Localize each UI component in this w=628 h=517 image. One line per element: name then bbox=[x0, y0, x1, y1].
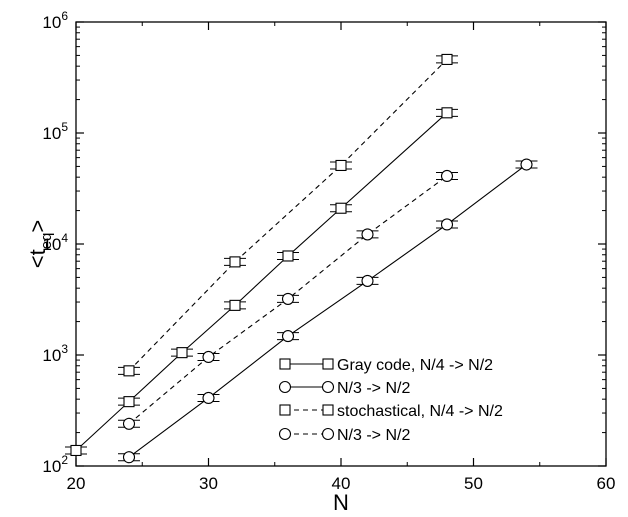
x-tick-label: 60 bbox=[597, 474, 616, 493]
legend-item-n3-dashed: N/3 -> N/2 bbox=[278, 427, 410, 444]
plot-series bbox=[65, 53, 538, 464]
series-0 bbox=[65, 107, 458, 457]
series-line bbox=[128, 59, 448, 372]
data-point bbox=[281, 292, 295, 305]
legend-marker bbox=[279, 358, 291, 370]
y-tick-label: 105 bbox=[42, 120, 68, 143]
series-3 bbox=[118, 169, 458, 430]
y-tick-label-exponent: 3 bbox=[61, 342, 68, 356]
legend-label: N/3 -> N/2 bbox=[337, 427, 410, 444]
y-tick-label: 102 bbox=[42, 453, 68, 476]
legend-item-stochastical: stochastical, N/4 -> N/2 bbox=[279, 403, 503, 420]
y-tick-label: 106 bbox=[42, 9, 68, 32]
y-tick-label-exponent: 4 bbox=[61, 231, 68, 245]
legend: Gray code, N/4 -> N/2 N/3 -> N/2 stochas… bbox=[278, 357, 503, 444]
data-point bbox=[229, 299, 241, 311]
y-axis-title-subscript: eq bbox=[38, 233, 55, 250]
y-axis-title-main: <t bbox=[25, 249, 50, 268]
legend-item-gray-code: Gray code, N/4 -> N/2 bbox=[279, 357, 493, 374]
data-point bbox=[361, 228, 374, 241]
data-point bbox=[176, 347, 188, 359]
legend-marker bbox=[322, 358, 334, 370]
legend-marker bbox=[278, 380, 292, 394]
y-tick-label-base: 10 bbox=[42, 235, 61, 254]
legend-label: Gray code, N/4 -> N/2 bbox=[337, 357, 493, 374]
legend-marker bbox=[279, 404, 291, 416]
data-point bbox=[520, 158, 533, 171]
series-line bbox=[128, 164, 527, 458]
data-point bbox=[440, 169, 454, 183]
data-point bbox=[123, 365, 135, 377]
data-point bbox=[123, 396, 135, 408]
data-point bbox=[229, 256, 241, 268]
x-tick-label: 50 bbox=[464, 474, 483, 493]
data-point bbox=[202, 391, 215, 405]
y-tick-label: 104 bbox=[42, 231, 68, 254]
y-tick-label-base: 10 bbox=[42, 13, 61, 32]
x-tick-label: 20 bbox=[67, 474, 86, 493]
y-tick-label-base: 10 bbox=[42, 124, 61, 143]
series-1 bbox=[118, 158, 538, 464]
legend-label: stochastical, N/4 -> N/2 bbox=[337, 403, 503, 420]
y-axis-title-close: > bbox=[25, 220, 50, 233]
legend-item-n3-solid: N/3 -> N/2 bbox=[278, 380, 410, 397]
data-point bbox=[441, 107, 453, 119]
y-tick-label-exponent: 6 bbox=[61, 9, 68, 23]
data-point bbox=[440, 218, 454, 231]
legend-label: N/3 -> N/2 bbox=[337, 380, 410, 397]
y-tick-label-exponent: 2 bbox=[61, 453, 68, 467]
legend-marker bbox=[321, 380, 335, 394]
x-axis-title: N bbox=[333, 490, 349, 515]
data-point bbox=[122, 417, 136, 430]
legend-marker bbox=[322, 404, 334, 416]
x-tick-label: 30 bbox=[199, 474, 218, 493]
y-tick-label: 103 bbox=[42, 342, 68, 365]
y-tick-label-exponent: 5 bbox=[61, 120, 68, 134]
data-point bbox=[70, 444, 82, 457]
data-point bbox=[282, 250, 294, 262]
series-2 bbox=[118, 53, 458, 377]
data-point bbox=[281, 330, 295, 343]
x-tick-label: 40 bbox=[332, 474, 351, 493]
data-point bbox=[441, 53, 453, 65]
y-tick-label-base: 10 bbox=[42, 346, 61, 365]
plot-frame bbox=[75, 21, 607, 467]
legend-marker bbox=[321, 427, 335, 441]
data-point bbox=[361, 274, 374, 287]
data-point bbox=[122, 451, 136, 464]
y-axis-title: <teq> bbox=[25, 220, 55, 269]
data-point bbox=[335, 202, 347, 214]
legend-marker bbox=[278, 427, 292, 441]
y-tick-label-base: 10 bbox=[42, 457, 61, 476]
data-point bbox=[202, 350, 215, 364]
data-point bbox=[335, 159, 347, 172]
